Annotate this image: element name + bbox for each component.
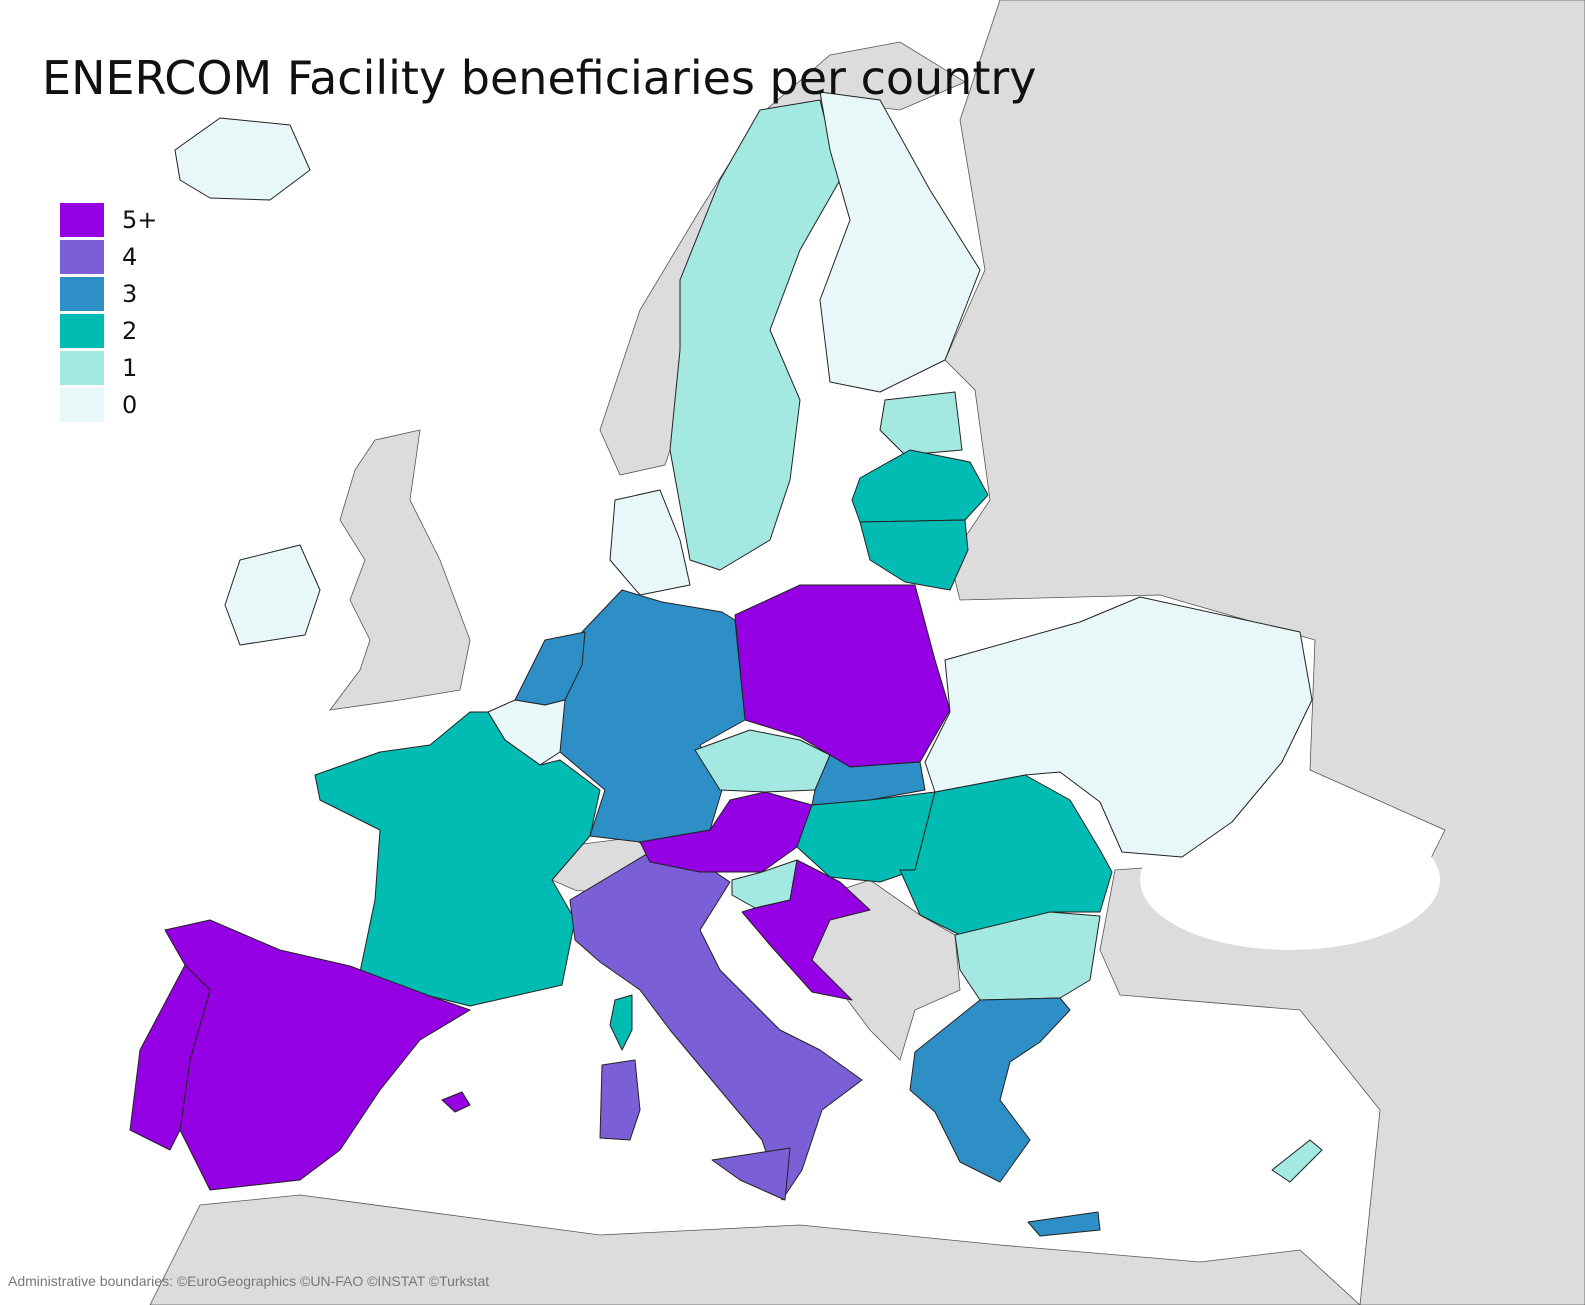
poland xyxy=(734,584,951,768)
latvia xyxy=(851,449,989,523)
legend-swatch xyxy=(60,277,104,311)
legend-label: 4 xyxy=(122,243,137,271)
legend-swatch xyxy=(60,388,104,422)
black-sea xyxy=(1140,810,1440,950)
slovakia xyxy=(811,754,926,806)
legend-swatch xyxy=(60,203,104,237)
estonia xyxy=(879,391,963,456)
attribution: Administrative boundaries: ©EuroGeograph… xyxy=(8,1273,489,1289)
balearic-islands xyxy=(441,1091,471,1113)
legend-swatch xyxy=(60,351,104,385)
croatia xyxy=(741,859,871,1001)
legend-label: 2 xyxy=(122,317,137,345)
ireland xyxy=(224,544,321,646)
romania xyxy=(899,774,1113,941)
cyprus xyxy=(1271,1139,1323,1183)
portugal xyxy=(129,964,211,1151)
hungary xyxy=(796,791,936,883)
legend-label: 5+ xyxy=(122,206,157,234)
legend: 5+ 4 3 2 1 0 xyxy=(60,203,157,422)
great-britain xyxy=(329,429,471,711)
crete xyxy=(1027,1211,1101,1237)
finland xyxy=(819,91,981,393)
corsica xyxy=(609,994,633,1051)
bulgaria xyxy=(954,911,1101,1001)
eastern-land xyxy=(944,0,1585,1305)
iceland xyxy=(174,117,311,201)
sardinia xyxy=(599,1059,641,1141)
lithuania xyxy=(859,519,969,591)
legend-swatch xyxy=(60,240,104,274)
legend-label: 1 xyxy=(122,354,137,382)
greece xyxy=(909,997,1071,1183)
ukraine xyxy=(924,596,1313,858)
legend-swatch xyxy=(60,314,104,348)
france xyxy=(314,711,601,1007)
denmark xyxy=(609,489,691,596)
map-title: ENERCOM Facility beneficiaries per count… xyxy=(42,51,1037,105)
legend-label: 3 xyxy=(122,280,137,308)
sicily xyxy=(711,1147,791,1201)
north-africa xyxy=(149,1194,1361,1305)
sweden xyxy=(669,99,841,571)
legend-label: 0 xyxy=(122,391,137,419)
